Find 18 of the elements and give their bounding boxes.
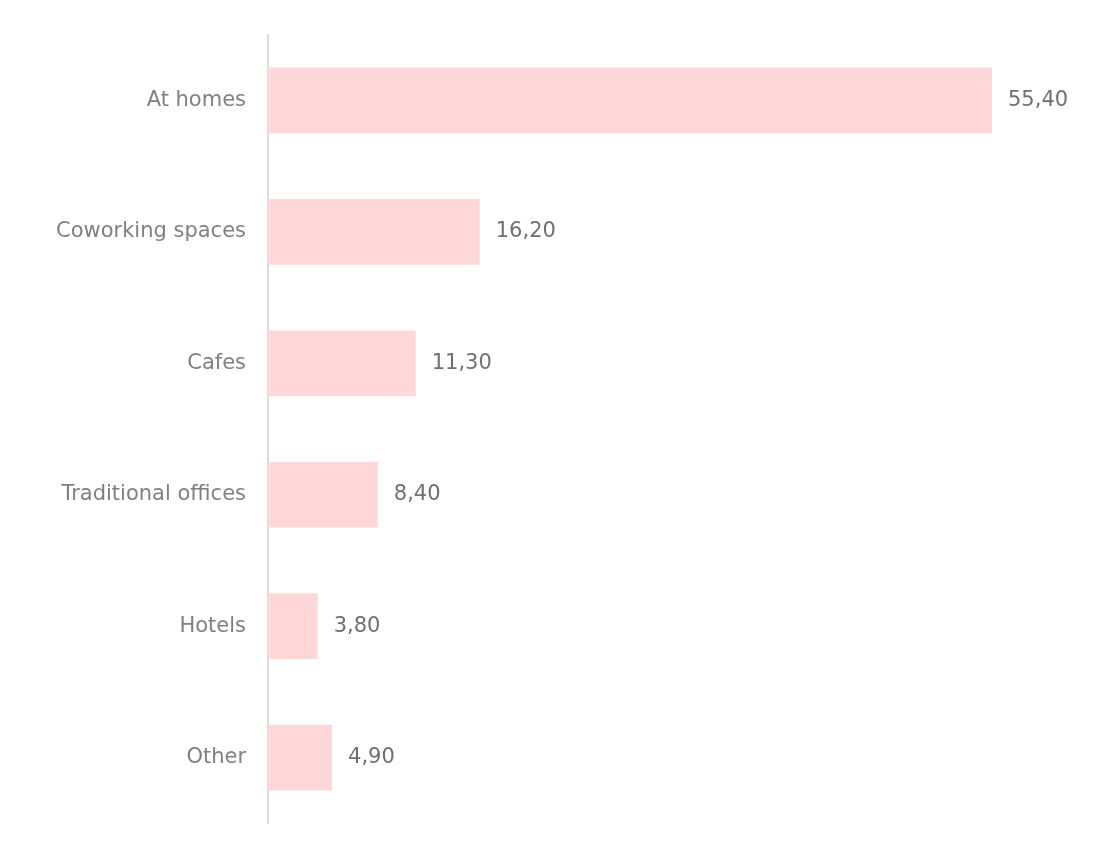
bar [268, 67, 992, 134]
data-label: 16,20 [495, 218, 556, 243]
bar [268, 198, 480, 265]
data-label: 3,80 [333, 612, 381, 637]
y-tick-label: Coworking spaces [55, 218, 247, 243]
data-label: 4,90 [348, 744, 395, 769]
data-label: 55,40 [1008, 86, 1069, 111]
y-tick-label: At homes [146, 86, 247, 111]
y-tick-label: Cafes [187, 349, 247, 374]
bar [268, 593, 318, 660]
bar [268, 724, 333, 791]
data-label: 11,30 [431, 349, 492, 374]
y-tick-label: Other [186, 744, 247, 769]
y-tick-label: Traditional offices [60, 481, 247, 506]
bar [268, 461, 378, 528]
y-tick-label: Hotels [179, 612, 247, 637]
data-label: 8,40 [393, 481, 441, 506]
bar [268, 330, 416, 397]
